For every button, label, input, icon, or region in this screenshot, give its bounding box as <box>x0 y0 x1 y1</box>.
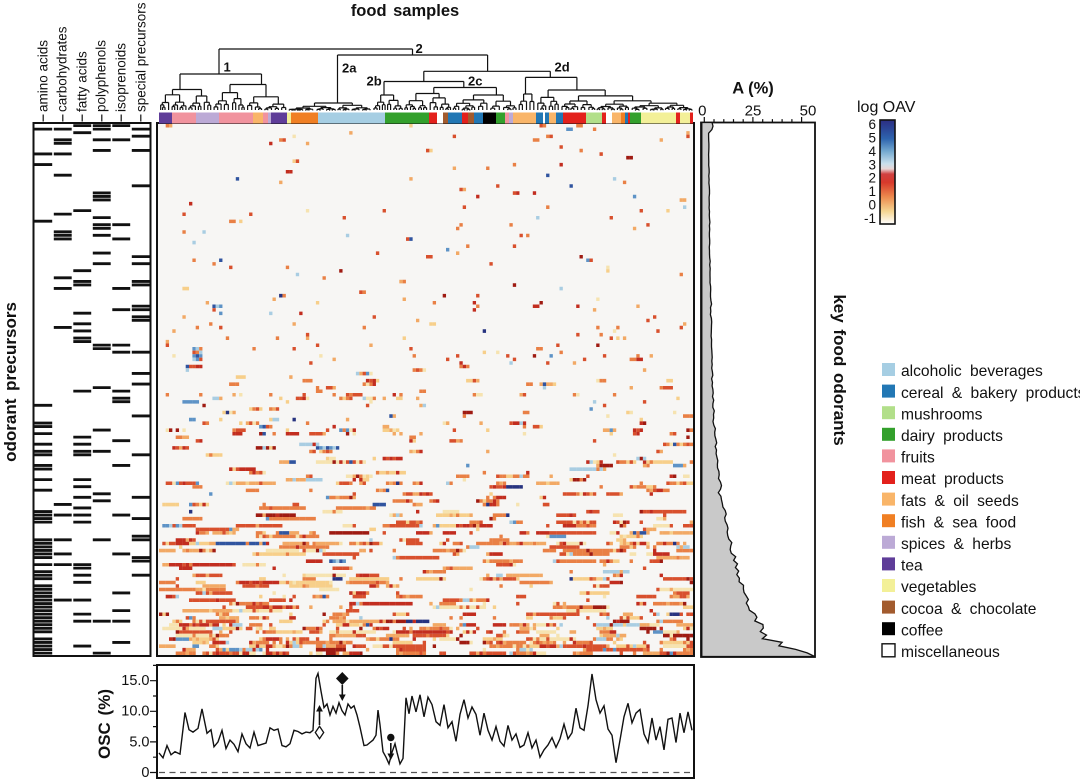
svg-text:dairy products: dairy products <box>901 428 1003 445</box>
svg-text:vegetables: vegetables <box>901 579 977 596</box>
svg-text:spices & herbs: spices & herbs <box>901 536 1011 553</box>
svg-text:A (%): A (%) <box>732 80 774 98</box>
svg-text:amino acids: amino acids <box>36 40 51 112</box>
svg-text:OSC (%): OSC (%) <box>95 689 114 759</box>
svg-text:1: 1 <box>224 59 231 74</box>
svg-text:fish & sea food: fish & sea food <box>901 514 1016 531</box>
svg-text:4: 4 <box>868 144 876 159</box>
svg-text:3: 3 <box>868 157 876 172</box>
svg-text:2d: 2d <box>555 59 570 74</box>
svg-text:10.0: 10.0 <box>121 704 149 720</box>
svg-text:fruits: fruits <box>901 450 935 467</box>
svg-text:key food odorants: key food odorants <box>830 294 849 445</box>
svg-text:food samples: food samples <box>351 2 459 20</box>
svg-text:5.0: 5.0 <box>129 734 149 750</box>
svg-text:6: 6 <box>868 117 876 132</box>
svg-text:cereal & bakery products: cereal & bakery products <box>901 385 1080 402</box>
svg-text:tea: tea <box>901 558 923 575</box>
svg-text:fats & oil seeds: fats & oil seeds <box>901 493 1019 510</box>
svg-text:1: 1 <box>868 184 876 199</box>
svg-text:0: 0 <box>868 198 876 213</box>
svg-text:2c: 2c <box>468 74 482 89</box>
svg-text:2: 2 <box>868 171 876 186</box>
svg-text:special precursors: special precursors <box>134 2 149 112</box>
svg-text:15.0: 15.0 <box>121 673 149 689</box>
svg-text:isoprenoids: isoprenoids <box>114 43 129 112</box>
svg-text:meat products: meat products <box>901 471 1004 488</box>
svg-text:25: 25 <box>745 103 762 120</box>
svg-text:-1: -1 <box>864 211 876 226</box>
svg-text:5: 5 <box>868 130 876 145</box>
svg-text:mushrooms: mushrooms <box>901 406 983 423</box>
svg-text:2a: 2a <box>342 61 357 76</box>
svg-text:coffee: coffee <box>901 622 943 639</box>
svg-text:fatty acids: fatty acids <box>75 51 90 112</box>
svg-text:log OAV: log OAV <box>857 99 916 116</box>
svg-text:alcoholic beverages: alcoholic beverages <box>901 363 1043 380</box>
svg-text:cocoa & chocolate: cocoa & chocolate <box>901 601 1036 618</box>
svg-text:2b: 2b <box>367 74 382 89</box>
svg-text:50: 50 <box>800 103 817 120</box>
svg-text:polyphenols: polyphenols <box>94 40 109 112</box>
svg-text:0: 0 <box>698 103 706 120</box>
svg-text:0: 0 <box>141 765 149 780</box>
svg-text:miscellaneous: miscellaneous <box>901 644 1000 661</box>
svg-text:odorant precursors: odorant precursors <box>1 302 20 462</box>
svg-text:2: 2 <box>416 41 423 56</box>
svg-text:carbohydrates: carbohydrates <box>55 26 70 112</box>
